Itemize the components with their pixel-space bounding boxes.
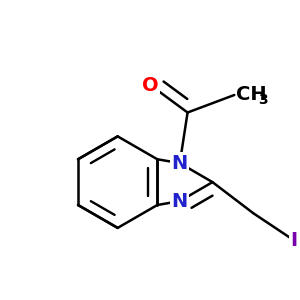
Text: O: O: [142, 76, 159, 95]
Text: N: N: [172, 192, 188, 211]
Text: CH: CH: [236, 85, 267, 104]
Text: 3: 3: [258, 93, 267, 107]
Text: I: I: [291, 231, 298, 250]
Text: N: N: [172, 154, 188, 172]
